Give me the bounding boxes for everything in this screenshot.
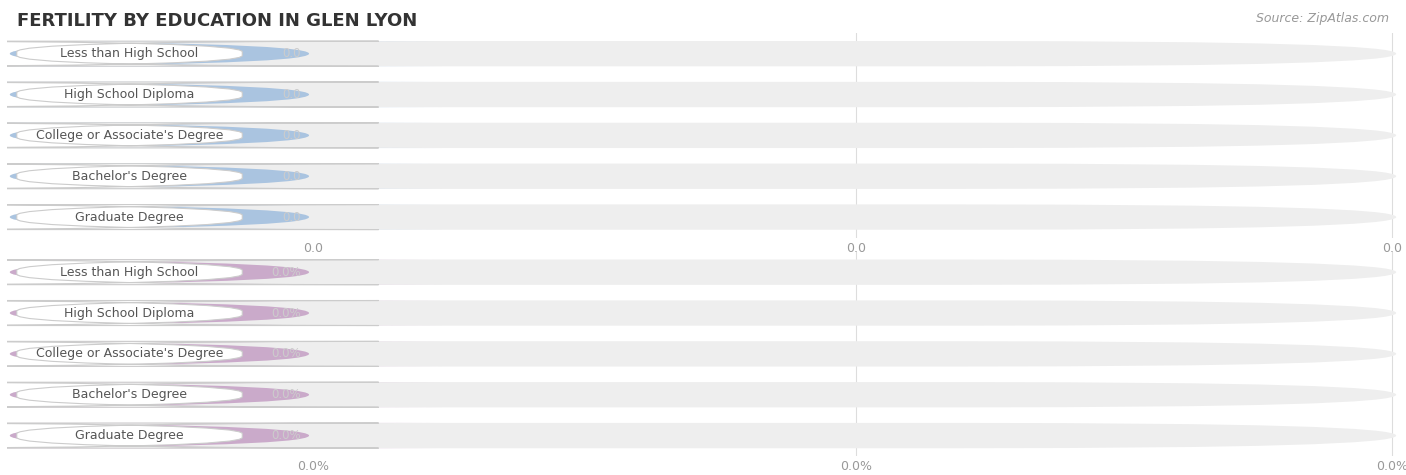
FancyBboxPatch shape xyxy=(0,163,441,189)
FancyBboxPatch shape xyxy=(0,382,441,408)
FancyBboxPatch shape xyxy=(0,204,441,230)
FancyBboxPatch shape xyxy=(10,300,1396,326)
FancyBboxPatch shape xyxy=(0,341,441,367)
Text: Bachelor's Degree: Bachelor's Degree xyxy=(72,388,187,401)
Text: 0.0: 0.0 xyxy=(283,170,301,183)
FancyBboxPatch shape xyxy=(10,259,1396,285)
FancyBboxPatch shape xyxy=(10,163,1396,189)
FancyBboxPatch shape xyxy=(0,300,441,326)
Text: 0.0: 0.0 xyxy=(283,88,301,101)
FancyBboxPatch shape xyxy=(0,41,441,66)
FancyBboxPatch shape xyxy=(0,164,378,189)
Text: College or Associate's Degree: College or Associate's Degree xyxy=(35,129,224,142)
Text: Source: ZipAtlas.com: Source: ZipAtlas.com xyxy=(1256,12,1389,25)
FancyBboxPatch shape xyxy=(10,204,1396,230)
Text: 0.0%: 0.0% xyxy=(271,388,301,401)
Text: 0.0: 0.0 xyxy=(283,47,301,60)
FancyBboxPatch shape xyxy=(0,205,378,229)
FancyBboxPatch shape xyxy=(0,123,441,148)
FancyBboxPatch shape xyxy=(10,382,1396,408)
Text: College or Associate's Degree: College or Associate's Degree xyxy=(35,347,224,361)
FancyBboxPatch shape xyxy=(0,423,378,448)
FancyBboxPatch shape xyxy=(10,341,1396,367)
FancyBboxPatch shape xyxy=(10,123,1396,148)
FancyBboxPatch shape xyxy=(0,259,441,285)
Text: 0.0%: 0.0% xyxy=(271,347,301,361)
Text: Less than High School: Less than High School xyxy=(60,47,198,60)
FancyBboxPatch shape xyxy=(0,301,378,325)
Text: 0.0: 0.0 xyxy=(283,129,301,142)
Text: 0.0%: 0.0% xyxy=(271,306,301,320)
Text: High School Diploma: High School Diploma xyxy=(65,88,194,101)
FancyBboxPatch shape xyxy=(0,123,378,148)
Text: Graduate Degree: Graduate Degree xyxy=(75,210,184,224)
FancyBboxPatch shape xyxy=(0,423,441,448)
Text: 0.0%: 0.0% xyxy=(271,429,301,442)
FancyBboxPatch shape xyxy=(0,342,378,366)
Text: 0.0%: 0.0% xyxy=(271,266,301,279)
FancyBboxPatch shape xyxy=(0,82,441,107)
FancyBboxPatch shape xyxy=(10,41,1396,66)
FancyBboxPatch shape xyxy=(10,82,1396,107)
FancyBboxPatch shape xyxy=(0,41,378,66)
FancyBboxPatch shape xyxy=(0,382,378,407)
Text: Less than High School: Less than High School xyxy=(60,266,198,279)
FancyBboxPatch shape xyxy=(0,82,378,107)
Text: FERTILITY BY EDUCATION IN GLEN LYON: FERTILITY BY EDUCATION IN GLEN LYON xyxy=(17,12,418,30)
Text: High School Diploma: High School Diploma xyxy=(65,306,194,320)
Text: Graduate Degree: Graduate Degree xyxy=(75,429,184,442)
Text: Bachelor's Degree: Bachelor's Degree xyxy=(72,170,187,183)
FancyBboxPatch shape xyxy=(10,423,1396,448)
Text: 0.0: 0.0 xyxy=(283,210,301,224)
FancyBboxPatch shape xyxy=(0,260,378,285)
